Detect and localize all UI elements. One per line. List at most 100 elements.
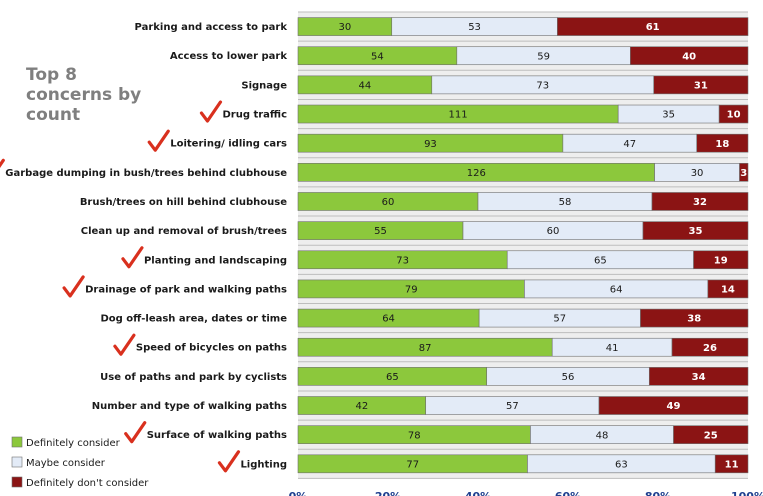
legend-label: Maybe consider — [26, 458, 106, 469]
bar-segment — [648, 367, 749, 386]
checkmark-icon — [62, 275, 85, 298]
bar-segment — [707, 279, 749, 299]
data-label: 56 — [562, 372, 575, 383]
checkmark-icon — [217, 450, 241, 473]
category-label: Drainage of park and walking paths — [85, 284, 287, 295]
data-label: 57 — [553, 314, 566, 325]
data-label: 19 — [714, 255, 728, 266]
category-label: Dog off-leash area, dates or time — [100, 314, 287, 325]
category-label: Number and type of walking paths — [92, 401, 287, 412]
category-label: Parking and access to park — [135, 22, 288, 33]
category-label: Drug traffic — [222, 110, 287, 121]
data-label: 32 — [693, 197, 707, 208]
data-label: 73 — [396, 255, 409, 266]
data-label: 25 — [704, 430, 718, 441]
data-label: 40 — [682, 51, 696, 62]
data-label: 79 — [405, 285, 418, 296]
category-label: Lighting — [240, 459, 287, 470]
data-label: 42 — [355, 401, 368, 412]
data-label: 47 — [623, 139, 636, 150]
category-label: Planting and landscaping — [144, 255, 287, 266]
bar-segment — [653, 75, 749, 95]
data-label: 35 — [689, 226, 703, 237]
bar-segment — [640, 308, 749, 328]
data-label: 30 — [691, 168, 704, 179]
legend-label: Definitely don't consider — [26, 478, 149, 489]
data-label: 18 — [715, 139, 729, 150]
data-label: 58 — [559, 197, 572, 208]
checkmark-icon — [124, 421, 147, 444]
bar-segment — [630, 46, 749, 66]
checkmark-icon — [147, 129, 170, 152]
data-label: 60 — [547, 226, 560, 237]
legend-label: Definitely consider — [26, 438, 121, 449]
legend: Definitely consider Maybe consider Definit… — [11, 436, 149, 489]
category-label: Clean up and removal of brush/trees — [81, 226, 287, 237]
bar-segment — [642, 221, 749, 240]
data-label: 48 — [596, 430, 609, 441]
data-label: 49 — [667, 401, 681, 412]
category-labels: Parking and access to park Access to lowe… — [5, 22, 287, 470]
note-line-2: concerns by — [26, 85, 141, 105]
gridlines — [298, 11, 748, 479]
bar-segment — [557, 17, 749, 36]
data-label: 64 — [610, 285, 623, 296]
checkmark-icon — [113, 333, 136, 356]
data-label: 64 — [382, 314, 395, 325]
data-label: 3 — [740, 168, 747, 179]
checkmark-icon — [199, 100, 223, 123]
bar-segment — [598, 396, 749, 415]
checkmark-icon — [0, 158, 5, 168]
x-tick-label: 20% — [375, 490, 401, 496]
x-tick-label: 0% — [289, 490, 308, 496]
data-label: 65 — [594, 255, 607, 266]
data-label: 10 — [727, 110, 741, 121]
bar-segment — [714, 454, 749, 474]
bar-segment — [739, 163, 749, 182]
data-label: 126 — [467, 168, 486, 179]
x-tick-label: 40% — [465, 490, 491, 496]
data-label: 59 — [537, 51, 550, 62]
category-label: Use of paths and park by cyclists — [100, 372, 287, 383]
data-label: 14 — [721, 285, 735, 296]
x-tick-label: 80% — [645, 490, 671, 496]
data-label: 41 — [606, 343, 619, 354]
data-label: 38 — [687, 314, 701, 325]
category-label: Surface of walking paths — [147, 430, 287, 441]
data-label: 61 — [646, 22, 660, 33]
data-label: 34 — [692, 372, 706, 383]
legend-swatch — [11, 456, 23, 468]
note-line-1: Top 8 — [26, 65, 77, 85]
data-label: 87 — [419, 343, 432, 354]
data-label: 30 — [339, 22, 352, 33]
data-label: 65 — [386, 372, 399, 383]
legend-swatch — [11, 476, 23, 488]
checkmarks — [0, 100, 241, 473]
x-axis-ticks: 0% 20% 40% 60% 80% 100% — [289, 490, 763, 496]
data-label: 11 — [725, 459, 739, 470]
category-label: Brush/trees on hill behind clubhouse — [80, 197, 287, 208]
legend-swatch — [11, 436, 23, 448]
data-label: 73 — [536, 80, 549, 91]
bar-segment — [671, 337, 749, 357]
bar-segment — [718, 104, 749, 124]
data-label: 55 — [374, 226, 387, 237]
data-label: 26 — [703, 343, 717, 354]
data-label: 60 — [382, 197, 395, 208]
bar-segment — [696, 133, 749, 153]
data-label: 35 — [662, 110, 675, 121]
category-label: Access to lower park — [170, 51, 287, 62]
data-label: 111 — [449, 110, 468, 121]
category-label: Garbage dumping in bush/trees behind clu… — [5, 168, 287, 179]
bars: 30 53 61 54 59 40 44 73 31 111 35 10 93 47 18 126 30 3 60 5… — [297, 17, 749, 474]
category-label: Signage — [241, 80, 287, 91]
data-label: 54 — [371, 51, 384, 62]
note-line-3: count — [26, 105, 80, 125]
x-tick-label: 100% — [731, 490, 763, 496]
x-tick-label: 60% — [555, 490, 581, 496]
data-label: 44 — [359, 80, 372, 91]
data-label: 93 — [424, 139, 437, 150]
bar-segment — [651, 192, 749, 211]
bar-segment — [673, 425, 749, 444]
